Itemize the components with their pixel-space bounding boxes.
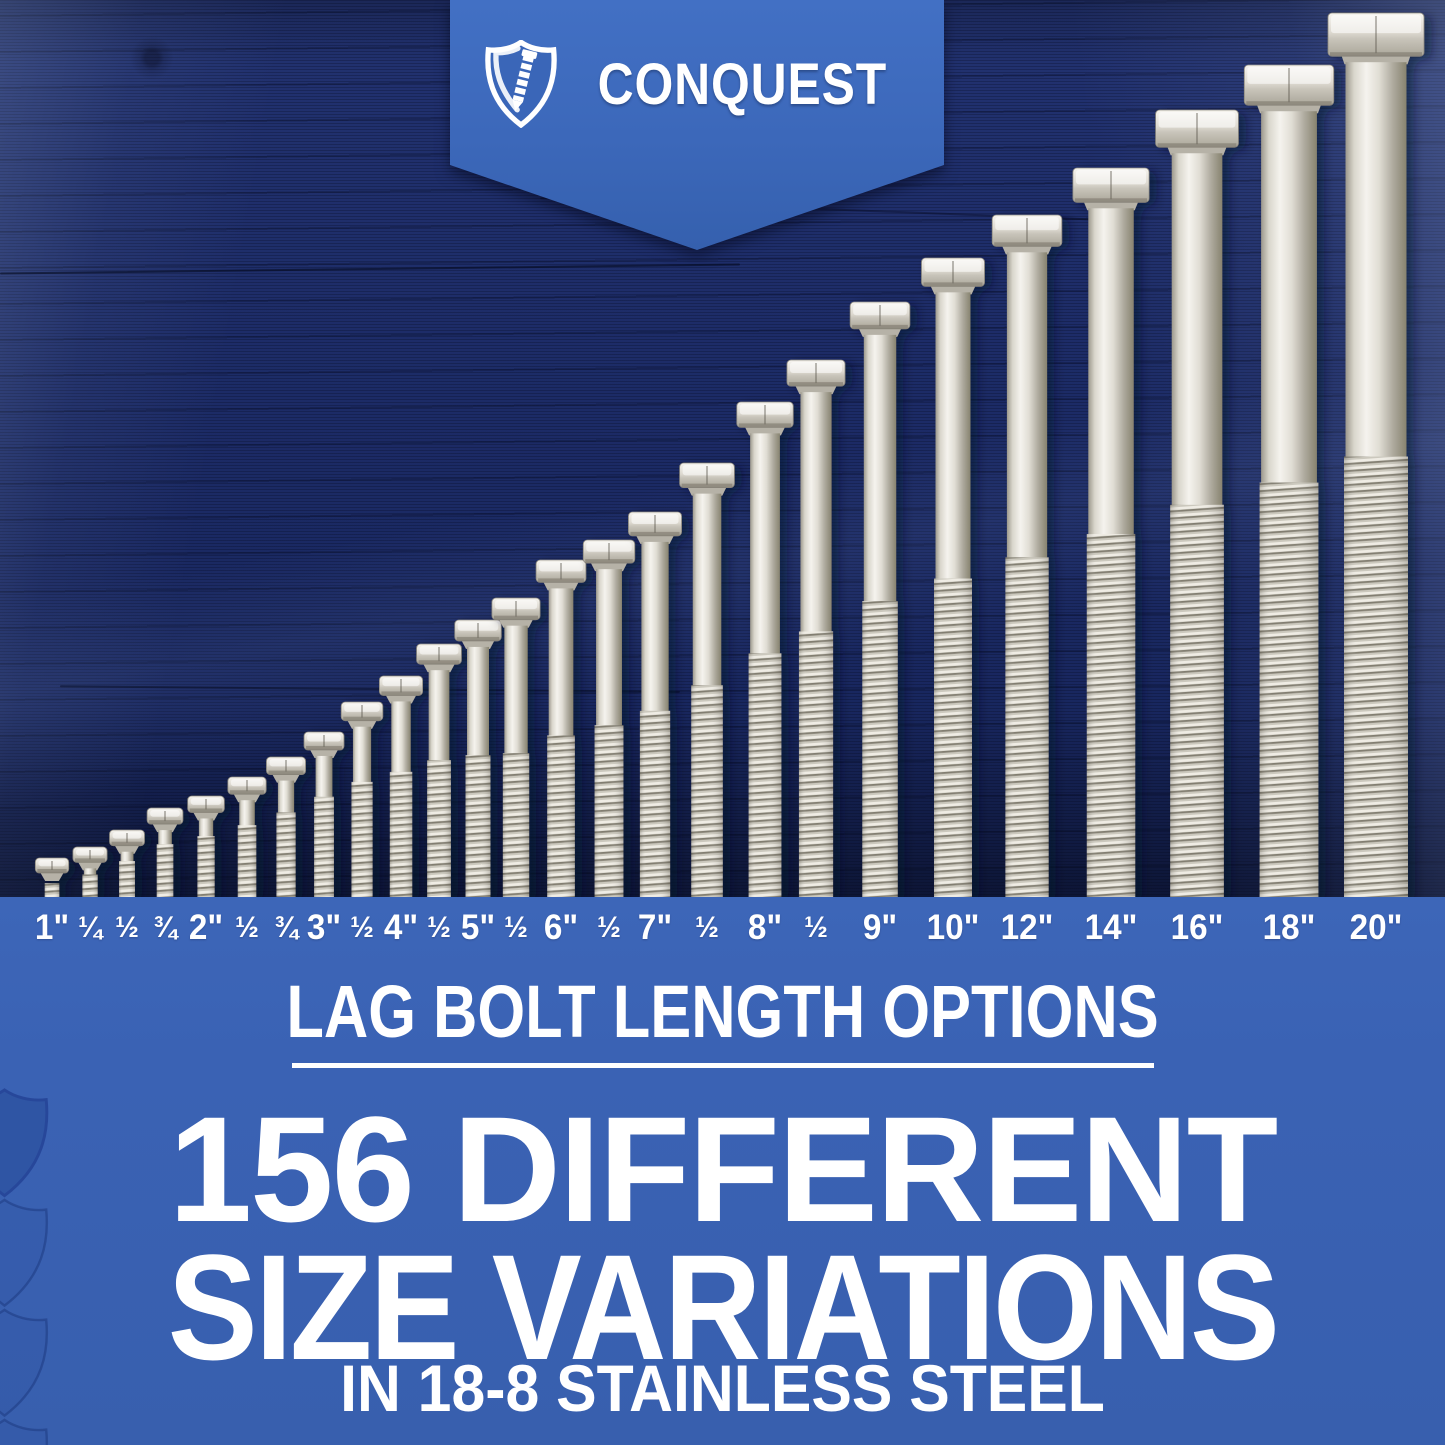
- lag-bolt-7.5in: [679, 462, 735, 899]
- lag-bolt-20in: [1327, 12, 1425, 899]
- lag-bolt-2.75in: [266, 756, 306, 899]
- poster-subtitle: LAG BOLT LENGTH OPTIONS: [286, 970, 1159, 1053]
- bolt-size-lineup: [34, 12, 1425, 899]
- bolt-length-label: 3": [306, 908, 342, 947]
- lag-bolt-9in: [849, 301, 911, 899]
- bolt-length-label: 1": [34, 908, 70, 947]
- lag-bolt-6in: [535, 559, 587, 899]
- shield-screw-icon: [485, 40, 557, 128]
- bolt-length-label: ½: [235, 911, 259, 944]
- lag-bolt-5.5in: [491, 597, 541, 899]
- lag-bolt-1.75in: [146, 807, 184, 899]
- bolt-length-label: ½: [427, 911, 451, 944]
- bolt-length-label: ½: [350, 911, 374, 944]
- lag-bolt-2.5in: [227, 776, 267, 899]
- lag-bolt-8.5in: [786, 359, 846, 899]
- divider-line: [291, 1063, 1154, 1068]
- bolt-length-label: ½: [115, 911, 139, 944]
- lag-bolt-12in: [991, 214, 1063, 899]
- lag-bolt-14in: [1072, 167, 1150, 899]
- bolt-length-label: ½: [804, 911, 828, 944]
- poster-title-line1: 156 DIFFERENT: [168, 1085, 1279, 1253]
- lag-bolt-7in: [628, 511, 682, 899]
- bolt-length-label: 10": [926, 908, 980, 947]
- lag-bolt-1.5in: [109, 829, 145, 899]
- brand-name: CONQUEST: [597, 51, 888, 117]
- length-labels-row: 1" ¼ ½ ¾ 2" ½ ¾ 3" ½ 4" ½ 5" ½ 6" ½ 7" ½ 8" ½ 9" 10" 12" 14" 16…: [0, 897, 1445, 957]
- bolt-length-label: 9": [862, 908, 898, 947]
- bolt-length-label: ½: [504, 911, 528, 944]
- bolt-length-label: ¾: [153, 911, 177, 944]
- poster-title-line2: SIZE VARIATIONS: [167, 1223, 1280, 1391]
- bolt-length-label: 2": [188, 908, 224, 947]
- bolt-length-label: 5": [460, 908, 496, 947]
- brand-banner: CONQUEST: [450, 0, 944, 250]
- bolt-length-label: 14": [1084, 908, 1138, 947]
- lag-bolt-3.5in: [340, 701, 384, 899]
- bolt-length-label: 18": [1262, 908, 1316, 947]
- bolt-length-label: 12": [1000, 908, 1054, 947]
- lag-bolt-6.5in: [582, 539, 636, 899]
- bolt-length-label: ¼: [78, 911, 102, 944]
- lag-bolt-1.25in: [72, 846, 108, 899]
- bottom-panel: 1" ¼ ½ ¾ 2" ½ ¾ 3" ½ 4" ½ 5" ½ 6" ½ 7" ½ 8" ½ 9" 10" 12" 14" 16…: [0, 897, 1445, 1445]
- bolt-length-label: ½: [597, 911, 621, 944]
- lag-bolt-8in: [736, 401, 794, 899]
- bolt-length-label: 20": [1349, 908, 1403, 947]
- bolt-length-label: ¾: [274, 911, 298, 944]
- lag-bolt-1in: [34, 857, 70, 899]
- lag-bolt-4.5in: [416, 643, 462, 899]
- bolt-length-label: 6": [543, 908, 579, 947]
- bolt-length-label: 4": [383, 908, 419, 947]
- bolt-length-label: 7": [637, 908, 673, 947]
- bolt-length-label: ½: [695, 911, 719, 944]
- lag-bolt-18in: [1243, 64, 1335, 899]
- bolt-length-label: 8": [747, 908, 783, 947]
- lag-bolt-4in: [378, 675, 423, 899]
- lag-bolt-16in: [1155, 109, 1239, 899]
- lag-bolt-10in: [921, 257, 985, 899]
- lag-bolt-2in: [187, 795, 225, 899]
- poster-footnote: IN 18-8 STAINLESS STEEL: [340, 1351, 1105, 1425]
- lag-bolt-3in: [303, 731, 345, 899]
- lag-bolt-5in: [454, 619, 502, 899]
- bolt-length-label: 16": [1170, 908, 1224, 947]
